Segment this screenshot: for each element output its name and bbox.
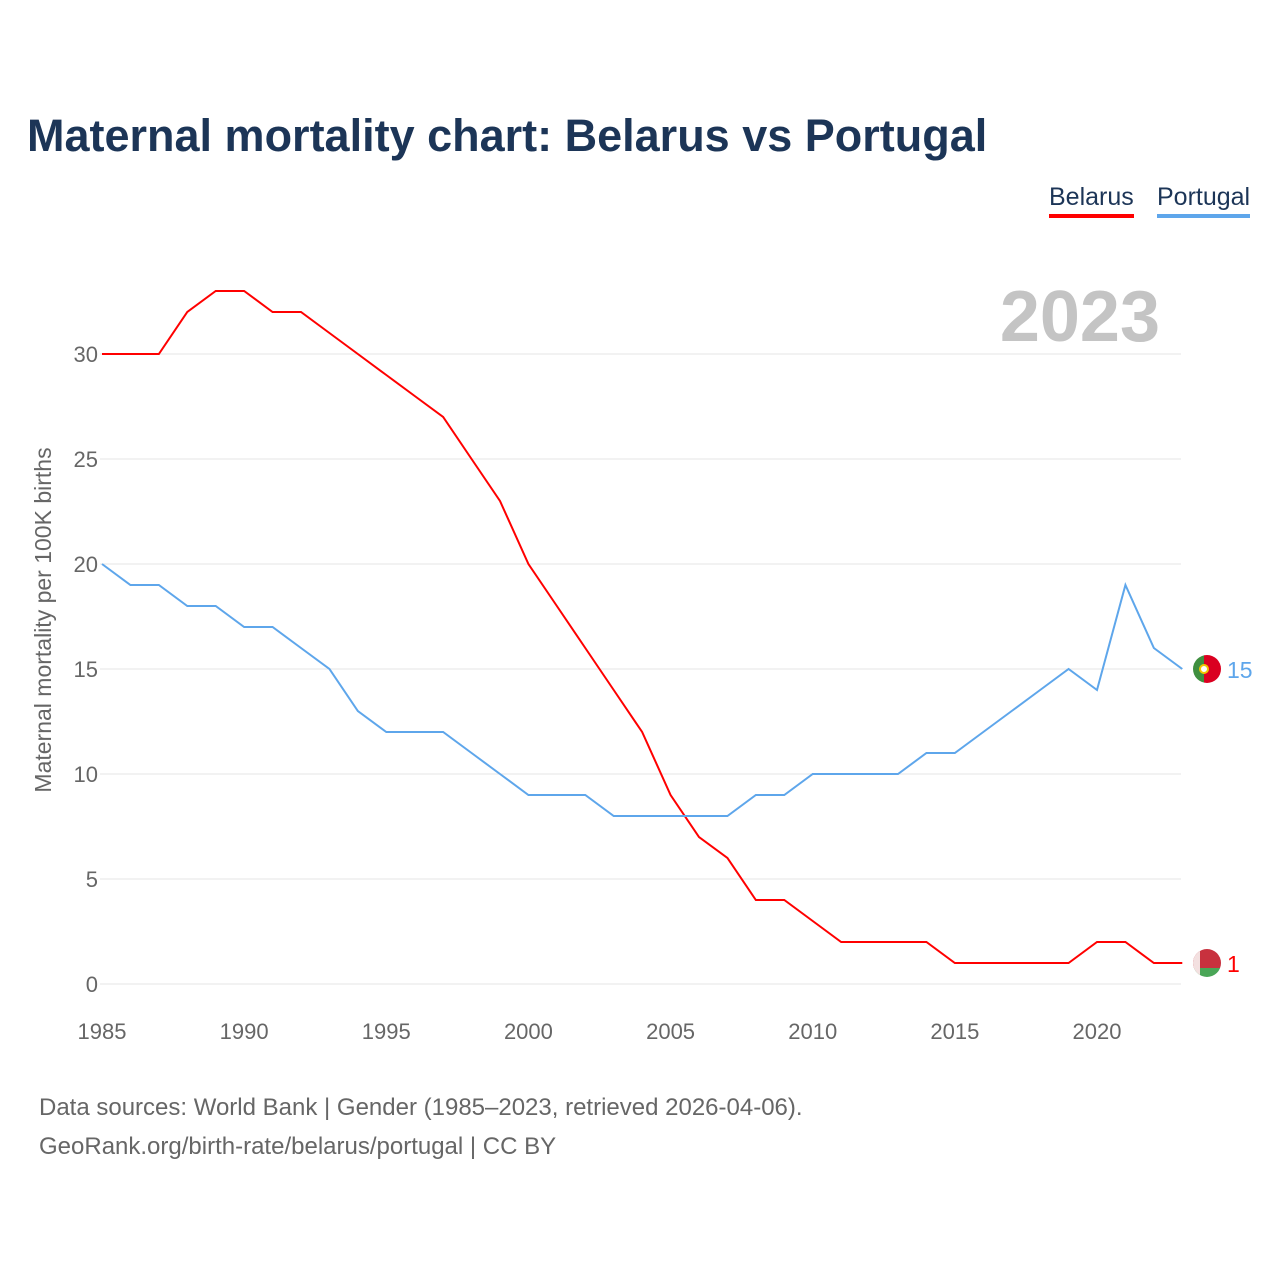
x-tick-label: 1995 <box>362 1019 411 1044</box>
end-value-label: 1 <box>1227 951 1240 977</box>
y-tick-label: 30 <box>74 342 98 367</box>
legend-belarus[interactable]: Belarus <box>1049 183 1134 218</box>
y-tick-label: 5 <box>86 867 98 892</box>
flag-red <box>1204 655 1221 683</box>
chart-title: Maternal mortality chart: Belarus vs Por… <box>27 110 988 161</box>
x-tick-label: 1990 <box>220 1019 269 1044</box>
y-tick-label: 15 <box>74 657 98 682</box>
x-tick-label: 2000 <box>504 1019 553 1044</box>
series-line-belarus <box>102 290 1183 964</box>
y-axis-label: Maternal mortality per 100K births <box>30 447 56 792</box>
x-tick-label: 2010 <box>788 1019 837 1044</box>
legend-portugal[interactable]: Portugal <box>1157 183 1251 218</box>
flag-green <box>1193 968 1221 977</box>
x-tick-label: 2015 <box>930 1019 979 1044</box>
flag-belarus-icon <box>1193 949 1221 977</box>
source-link[interactable]: GeoRank.org/birth-rate/belarus/portugal … <box>39 1133 557 1160</box>
flag-body <box>1193 655 1221 683</box>
flag-ornament <box>1193 949 1200 977</box>
flag-green <box>1193 655 1204 683</box>
y-tick-label: 20 <box>74 552 98 577</box>
y-tick-label: 10 <box>74 762 98 787</box>
y-tick-label: 25 <box>74 447 98 472</box>
series-line-portugal <box>101 563 1183 817</box>
x-tick-label: 2005 <box>646 1019 695 1044</box>
flag-body <box>1193 949 1221 977</box>
year-watermark: 2023 <box>1000 277 1160 357</box>
x-tick-label: 1985 <box>78 1019 127 1044</box>
footer: Data sources: World Bank | Gender (1985–… <box>39 1088 803 1166</box>
source-note: Data sources: World Bank | Gender (1985–… <box>39 1094 803 1121</box>
y-tick-label: 0 <box>86 972 98 997</box>
flag-portugal-icon <box>1193 655 1221 683</box>
x-tick-label: 2020 <box>1073 1019 1122 1044</box>
end-value-label: 15 <box>1227 657 1253 683</box>
flag-emblem <box>1199 664 1209 674</box>
